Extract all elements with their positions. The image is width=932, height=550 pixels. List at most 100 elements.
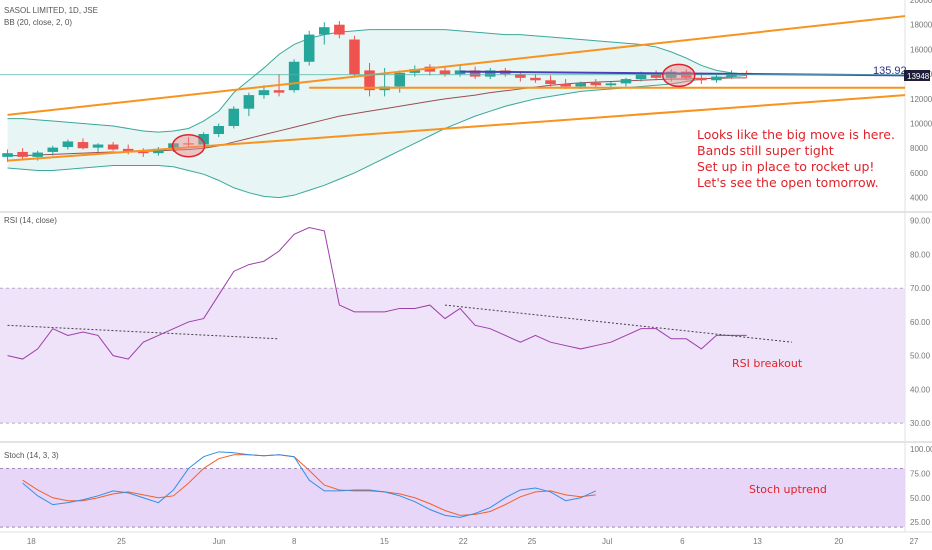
candle-body bbox=[228, 108, 240, 126]
note-line-1: Looks like the big move is here. bbox=[697, 127, 895, 142]
breakout-circle-1 bbox=[171, 134, 206, 158]
rsi-tick-label: 60.00 bbox=[910, 318, 931, 327]
bb-upper bbox=[7, 29, 747, 133]
stoch-uptrend-note: Stoch uptrend bbox=[749, 483, 827, 496]
candle-body bbox=[605, 83, 617, 86]
candle-body bbox=[92, 144, 104, 148]
candle-body bbox=[122, 148, 134, 152]
rsi-tick-label: 30.00 bbox=[910, 419, 931, 428]
candle-body bbox=[153, 148, 164, 154]
rsi-tick-label: 70.00 bbox=[910, 284, 931, 293]
candle-body bbox=[2, 153, 13, 157]
pane-backgrounds bbox=[0, 287, 905, 528]
candle-body bbox=[319, 27, 330, 35]
time-tick-label: 6 bbox=[680, 537, 685, 546]
candle-body bbox=[47, 147, 59, 152]
candle-body bbox=[107, 144, 119, 150]
time-tick-label: 18 bbox=[27, 537, 36, 546]
trendlines bbox=[0, 15, 906, 162]
rsi-tick-label: 90.00 bbox=[910, 217, 931, 226]
time-tick-label: 8 bbox=[292, 537, 297, 546]
candle-body bbox=[77, 142, 89, 149]
candle-body bbox=[590, 82, 602, 86]
candle-body bbox=[575, 82, 586, 87]
rsi-tick-label: 80.00 bbox=[910, 250, 931, 259]
candle-body bbox=[288, 61, 300, 91]
time-tick-label: 25 bbox=[528, 537, 537, 546]
candle-body bbox=[213, 126, 224, 135]
rsi-tick-label: 50.00 bbox=[910, 352, 931, 361]
time-tick-label: Jun bbox=[213, 537, 226, 546]
rsi-label: RSI (14, close) bbox=[4, 216, 57, 225]
price-tick-label: 20000 bbox=[910, 0, 932, 5]
candle-body bbox=[17, 151, 28, 157]
candle-body bbox=[258, 90, 270, 96]
candle-body bbox=[560, 84, 571, 87]
candle-body bbox=[635, 74, 647, 80]
candle-body bbox=[198, 134, 209, 145]
candle-body bbox=[439, 70, 451, 75]
candle-body bbox=[273, 90, 285, 93]
stoch-label: Stoch (14, 3, 3) bbox=[4, 451, 59, 460]
rsi-tick-label: 40.00 bbox=[910, 385, 931, 394]
stoch-tick-label: 25.00 bbox=[910, 518, 931, 527]
stoch-d-line bbox=[22, 454, 596, 516]
bollinger-bands bbox=[7, 29, 747, 199]
rsi-line bbox=[7, 226, 747, 360]
time-tick-label: 13 bbox=[753, 537, 762, 546]
price-tick-label: 10000 bbox=[910, 120, 932, 129]
candle-body bbox=[484, 70, 496, 77]
rsi-trendline-1 bbox=[7, 324, 280, 340]
candle-body bbox=[183, 143, 194, 145]
candle-body bbox=[243, 95, 255, 109]
trendline bbox=[7, 15, 906, 116]
time-tick-label: Jul bbox=[602, 537, 612, 546]
last-price-label: 135.92 bbox=[873, 65, 907, 77]
breakout-circle-2 bbox=[662, 63, 696, 88]
stoch-band-fill bbox=[0, 468, 905, 528]
note-line-2: Bands still super tight bbox=[697, 143, 834, 158]
candle-body bbox=[469, 70, 481, 77]
time-tick-label: 22 bbox=[459, 537, 468, 546]
stoch-tick-label: 100.00 bbox=[910, 445, 932, 454]
stoch-k-line bbox=[22, 451, 596, 518]
chart-title: SASOL LIMITED, 1D, JSE bbox=[4, 6, 98, 15]
price-tick-label: 12000 bbox=[910, 95, 932, 104]
candle-body bbox=[394, 72, 405, 87]
bb-label: BB (20, close, 2, 0) bbox=[4, 18, 72, 27]
candle-body bbox=[620, 79, 632, 84]
stoch-tick-label: 50.00 bbox=[910, 494, 931, 503]
time-tick-label: 25 bbox=[117, 537, 126, 546]
rsi-breakout-note: RSI breakout bbox=[732, 357, 803, 370]
candle-body bbox=[530, 77, 541, 81]
price-tick-label: 18000 bbox=[910, 21, 932, 30]
bb-fill bbox=[7, 29, 747, 198]
annotation-note: Looks like the big move is here. Bands s… bbox=[697, 127, 895, 190]
candle-body bbox=[62, 141, 74, 147]
candle-body bbox=[545, 80, 556, 84]
axes: 4000600080001000012000140001600018000200… bbox=[27, 0, 932, 546]
note-line-3: Set up in place to rocket up! bbox=[697, 159, 874, 174]
note-line-4: Let's see the open tomorrow. bbox=[697, 175, 879, 190]
trendline bbox=[7, 94, 906, 162]
candle-body bbox=[696, 77, 707, 81]
candle-body bbox=[349, 39, 360, 75]
time-tick-label: 15 bbox=[380, 537, 389, 546]
time-tick-label: 27 bbox=[909, 537, 918, 546]
candle-body bbox=[168, 143, 179, 149]
stoch-tick-label: 75.00 bbox=[910, 469, 931, 478]
candle-body bbox=[303, 34, 315, 62]
price-tick-label: 16000 bbox=[910, 45, 932, 54]
rsi-band-fill bbox=[0, 288, 905, 424]
price-tag-bg bbox=[904, 70, 930, 81]
time-tick-label: 20 bbox=[834, 537, 843, 546]
price-tick-label: 6000 bbox=[910, 169, 928, 178]
candle-body bbox=[32, 152, 43, 157]
oscillators bbox=[7, 226, 792, 518]
candle-body bbox=[515, 74, 526, 78]
price-tick-label: 4000 bbox=[910, 194, 928, 203]
candle-body bbox=[138, 151, 149, 154]
price-tick-label: 8000 bbox=[910, 144, 928, 153]
candle-body bbox=[334, 24, 345, 35]
